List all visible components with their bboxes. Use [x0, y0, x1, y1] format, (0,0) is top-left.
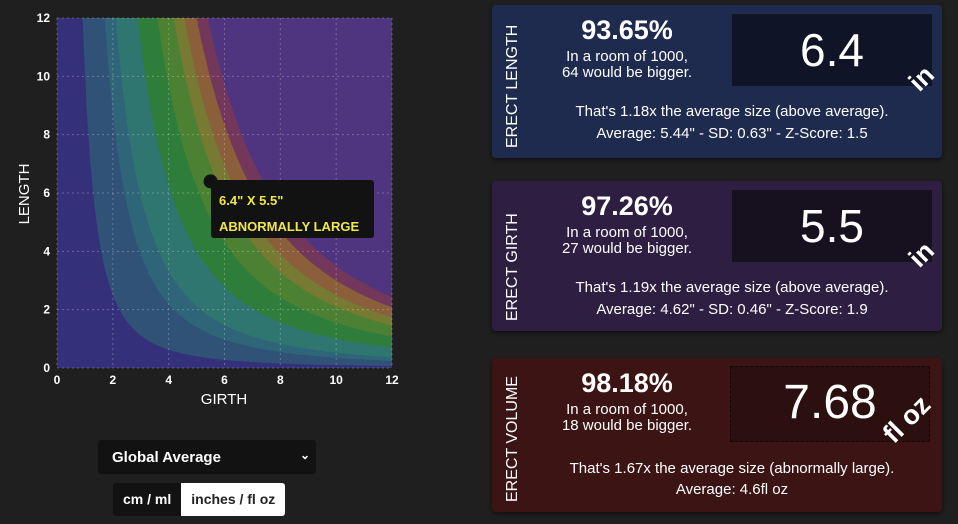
- y-axis-label: LENGTH: [16, 164, 33, 225]
- stat-card: ERECT GIRTH 97.26% In a room of 1000, 27 …: [492, 181, 942, 331]
- stats-text: Average: 4.6fl oz: [675, 481, 789, 498]
- x-tick-label: 6: [221, 373, 228, 387]
- value-box: 5.5: [732, 190, 932, 262]
- tooltip-dimensions: 6.4" X 5.5": [219, 193, 284, 208]
- y-tick-label: 10: [37, 69, 51, 83]
- comparison-text: That's 1.19x the average size (above ave…: [575, 279, 889, 296]
- percentile: 93.65%: [581, 15, 673, 45]
- x-tick-label: 10: [329, 373, 343, 387]
- room-text: In a room of 1000, 18 would be bigger.: [561, 401, 693, 434]
- x-tick-label: 12: [385, 373, 399, 387]
- x-axis-label: GIRTH: [201, 391, 247, 408]
- dataset-select[interactable]: Global Average ⌄: [98, 440, 316, 474]
- tooltip-category: ABNORMALLY LARGE: [219, 219, 360, 234]
- stats-text: Average: 4.62" - SD: 0.46" - Z-Score: 1.…: [596, 301, 868, 318]
- x-tick-label: 0: [54, 373, 61, 387]
- stat-card: ERECT VOLUME 98.18% In a room of 1000, 18…: [492, 358, 942, 512]
- value-box: 7.68: [730, 366, 930, 442]
- y-tick-label: 8: [43, 128, 50, 142]
- y-tick-label: 0: [43, 361, 50, 375]
- x-tick-label: 4: [165, 373, 172, 387]
- y-tick-label: 2: [43, 303, 50, 317]
- y-tick-label: 12: [37, 11, 51, 25]
- stats-text: Average: 5.44" - SD: 0.63" - Z-Score: 1.…: [596, 125, 868, 142]
- unit-metric-button[interactable]: cm / ml: [113, 483, 182, 516]
- value-box: 6.4: [732, 14, 932, 86]
- room-text: In a room of 1000, 64 would be bigger.: [561, 48, 693, 81]
- size-chart[interactable]: 0 2 4 6 8 10 12 0 2 4 6 8 10 12 GIRTH LENGTH: [0, 0, 420, 420]
- unit-toggle: cm / ml inches / fl oz: [113, 483, 286, 516]
- comparison-text: That's 1.18x the average size (above ave…: [575, 103, 889, 120]
- room-text: In a room of 1000, 27 would be bigger.: [561, 224, 693, 257]
- stat-card: ERECT LENGTH 93.65% In a room of 1000, 64…: [492, 5, 942, 158]
- chevron-down-icon: ⌄: [299, 448, 310, 462]
- x-tick-label: 8: [277, 373, 284, 387]
- y-tick-label: 4: [43, 244, 50, 258]
- dataset-select-value: Global Average: [112, 449, 221, 466]
- y-tick-label: 6: [43, 186, 50, 200]
- comparison-text: That's 1.67x the average size (abnormall…: [569, 460, 895, 477]
- percentile: 98.18%: [581, 368, 673, 398]
- chart-tooltip: 6.4" X 5.5" ABNORMALLY LARGE: [211, 180, 374, 238]
- percentile: 97.26%: [581, 191, 673, 221]
- x-tick-label: 2: [109, 373, 116, 387]
- unit-imperial-button[interactable]: inches / fl oz: [181, 483, 286, 516]
